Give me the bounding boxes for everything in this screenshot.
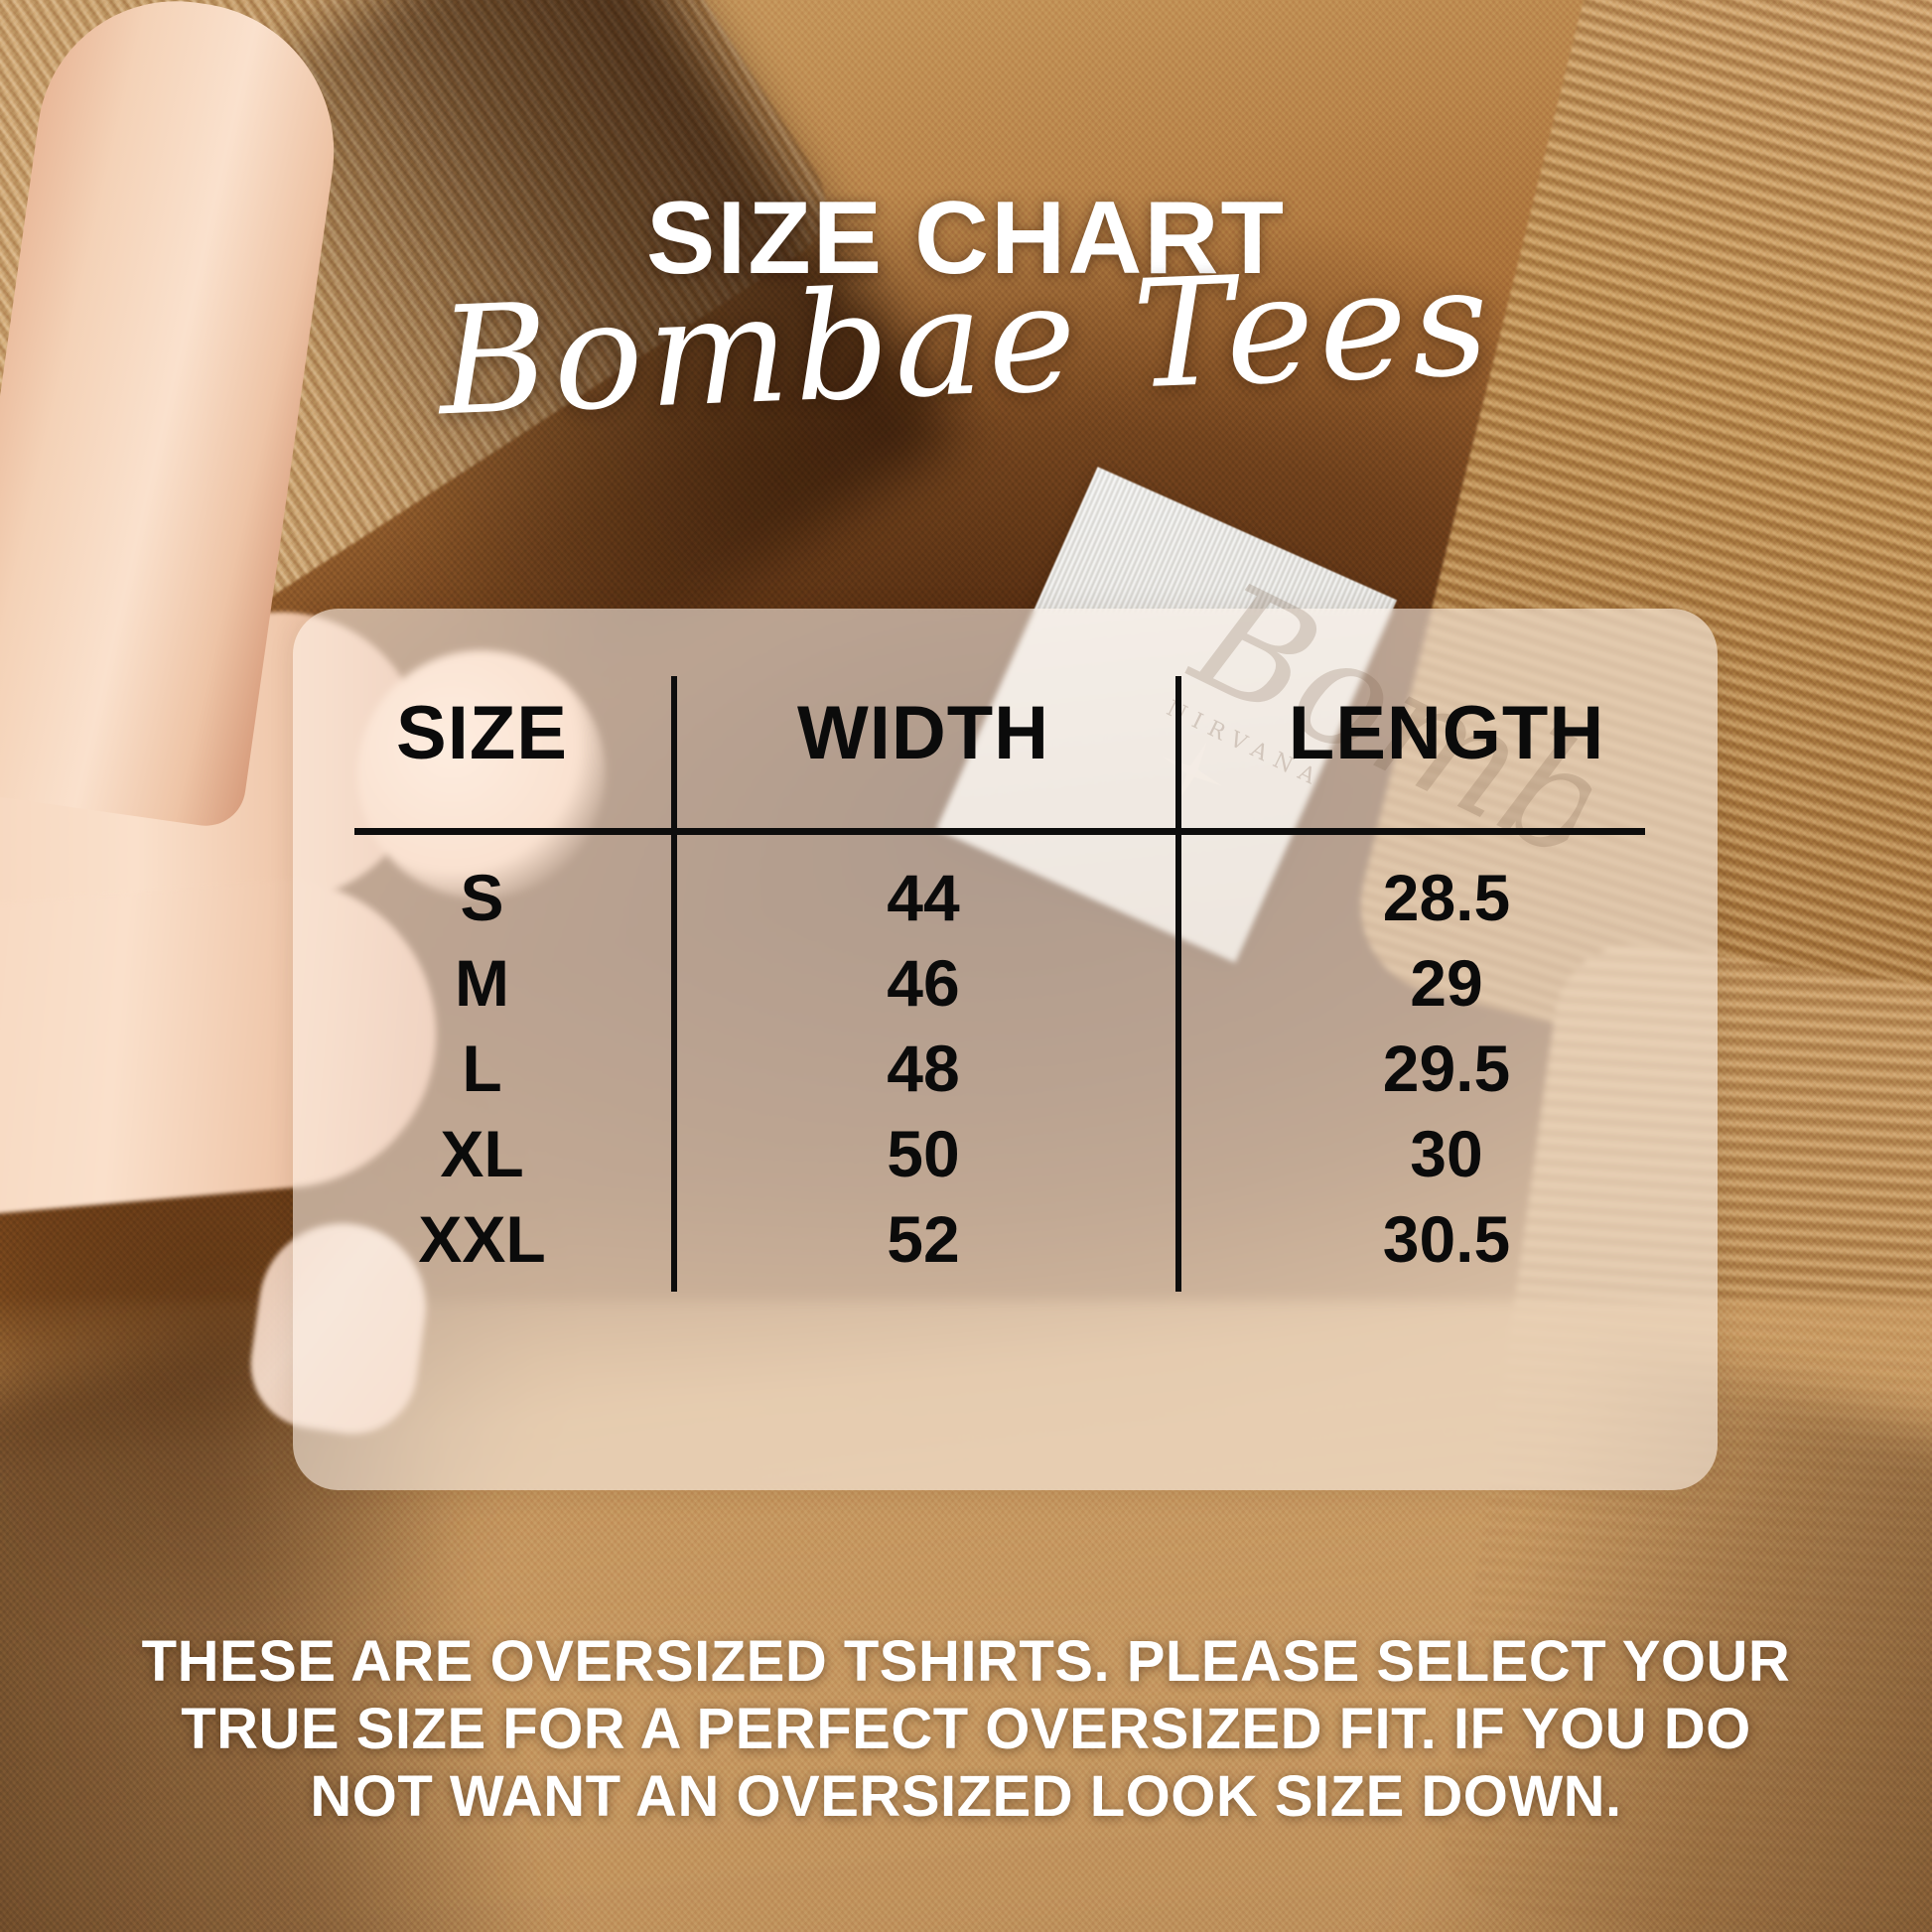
page-title: SIZE CHART (646, 181, 1286, 296)
table-row: XL 50 30 (293, 1111, 1718, 1196)
table-row: XXL 52 30.5 (293, 1196, 1718, 1282)
sizing-note-line-2: TRUE SIZE FOR A PERFECT OVERSIZED FIT. I… (181, 1696, 1751, 1761)
table-body: S 44 28.5 M 46 29 L 48 29.5 XL 50 30 XXL (293, 855, 1718, 1282)
sizing-note-line-1: THESE ARE OVERSIZED TSHIRTS. PLEASE SELE… (141, 1629, 1791, 1694)
cell-size: XL (440, 1117, 524, 1190)
size-table: SIZE WIDTH LENGTH S 44 28.5 M 46 29 L 48… (293, 609, 1718, 1490)
cell-width: 44 (887, 861, 960, 934)
table-row: L 48 29.5 (293, 1026, 1718, 1111)
cell-width: 48 (887, 1032, 960, 1105)
cell-size: L (462, 1032, 502, 1105)
table-row: M 46 29 (293, 940, 1718, 1026)
column-header-width: WIDTH (796, 691, 1050, 775)
cell-length: 29.5 (1382, 1032, 1511, 1105)
cell-width: 50 (887, 1117, 960, 1190)
cell-length: 30.5 (1382, 1202, 1511, 1276)
sparkle-icon (1162, 741, 1223, 802)
cell-length: 30 (1410, 1117, 1483, 1190)
sizing-note-line-3: NOT WANT AN OVERSIZED LOOK SIZE DOWN. (310, 1763, 1622, 1829)
cell-size: XXL (418, 1202, 546, 1276)
size-table-card (293, 609, 1718, 1490)
table-header-rule (354, 828, 1645, 835)
cell-length: 28.5 (1382, 861, 1511, 934)
table-divider-2 (1175, 676, 1181, 1292)
cell-size: S (460, 861, 504, 934)
cell-length: 29 (1410, 946, 1483, 1020)
cell-size: M (455, 946, 509, 1020)
column-header-size: SIZE (396, 691, 568, 775)
cell-width: 46 (887, 946, 960, 1020)
table-row: S 44 28.5 (293, 855, 1718, 940)
table-header-row: SIZE WIDTH LENGTH (293, 696, 1718, 771)
table-divider-1 (671, 676, 677, 1292)
cell-width: 52 (887, 1202, 960, 1276)
column-header-length: LENGTH (1288, 691, 1605, 775)
sizing-note: THESE ARE OVERSIZED TSHIRTS. PLEASE SELE… (119, 1628, 1813, 1831)
